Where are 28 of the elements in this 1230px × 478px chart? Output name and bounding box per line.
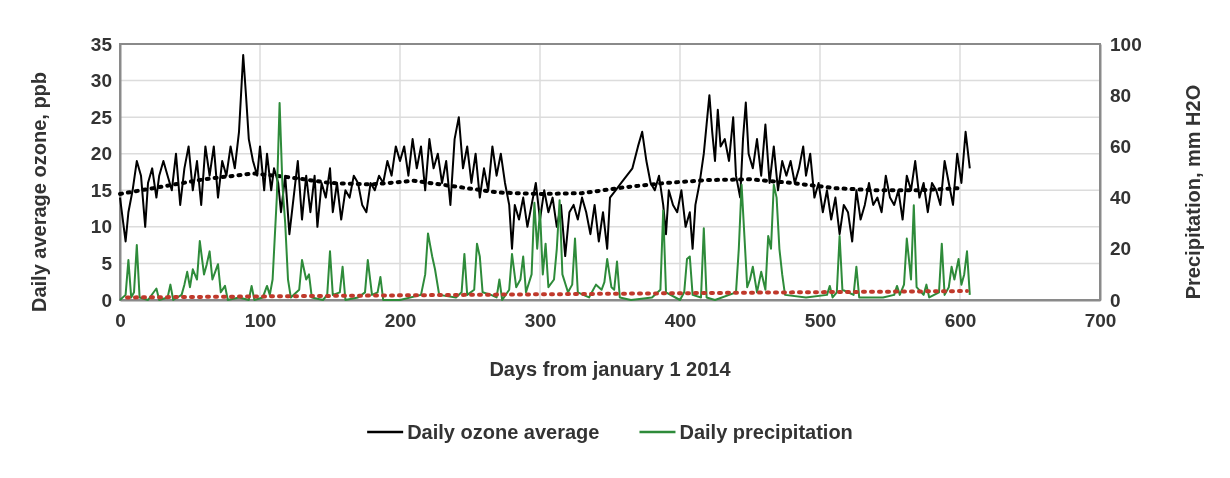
line-series (119, 53, 971, 258)
y-tick-label: 25 (90, 106, 113, 128)
y2-tick-label: 80 (1110, 84, 1132, 106)
y-tick-label: 35 (90, 33, 113, 55)
x-tick-label: 300 (524, 310, 557, 332)
y-tick-label: 0 (101, 289, 112, 311)
line-series (119, 101, 971, 301)
y2-tick-label: 40 (1110, 187, 1132, 209)
y-tick-label: 15 (90, 179, 113, 201)
legend-label: Daily ozone average (407, 421, 600, 443)
x-tick-label: 200 (384, 310, 417, 332)
x-tick-label: 100 (244, 310, 277, 332)
y-tick-label: 30 (90, 70, 112, 92)
y-axis-title: Daily average ozone, ppb (28, 71, 50, 313)
y-tick-label: 5 (101, 253, 113, 275)
y-tick-label: 10 (90, 216, 112, 238)
y2-axis-title: Precipitation, mm H2O (1182, 84, 1204, 300)
y2-tick-label: 60 (1110, 135, 1132, 157)
y2-tick-label: 0 (1110, 289, 1121, 311)
x-tick-label: 600 (944, 310, 977, 332)
x-tick-label: 500 (804, 310, 837, 332)
legend-label: Daily precipitation (679, 421, 853, 443)
x-tick-label: 400 (664, 310, 697, 332)
y2-tick-label: 100 (1110, 33, 1142, 55)
x-axis-title: Days from january 1 2014 (489, 358, 732, 380)
x-tick-label: 700 (1084, 310, 1117, 332)
y2-tick-label: 20 (1110, 238, 1132, 260)
y-tick-label: 20 (90, 143, 112, 165)
